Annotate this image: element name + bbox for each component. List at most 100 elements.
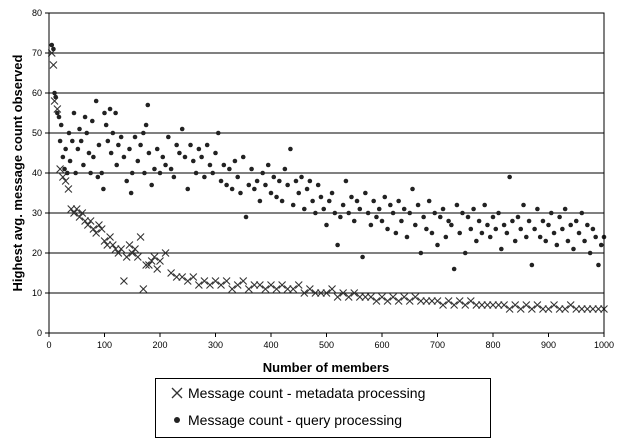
x-tick-label: 1000 xyxy=(594,340,614,350)
x-marker-point xyxy=(250,281,259,289)
dot-marker-point xyxy=(199,154,204,160)
dot-marker-point xyxy=(246,182,252,188)
dot-marker-point xyxy=(565,238,571,244)
x-marker-point xyxy=(72,205,81,213)
dot-marker-point xyxy=(238,190,243,196)
dot-marker-point xyxy=(457,230,463,236)
dot-marker-point xyxy=(476,218,482,224)
x-marker-point xyxy=(522,301,531,309)
x-marker-point xyxy=(367,293,375,301)
dot-marker-point xyxy=(410,186,415,192)
dot-marker-point xyxy=(357,206,363,212)
x-marker-point xyxy=(239,277,248,285)
dot-marker-point xyxy=(254,178,260,184)
dot-marker-point xyxy=(56,114,62,120)
x-marker-point xyxy=(344,293,353,301)
x-marker-point xyxy=(117,245,126,253)
dot-marker-point xyxy=(52,90,57,96)
x-marker-point xyxy=(244,285,253,293)
dot-marker-point xyxy=(82,114,88,120)
dot-marker-point xyxy=(101,186,106,192)
x-marker-point xyxy=(56,165,64,173)
x-tick-label: 500 xyxy=(319,340,334,350)
x-marker-point xyxy=(217,281,225,289)
dot-marker-point xyxy=(515,214,521,220)
dot-marker-point xyxy=(540,218,546,224)
series-metadata-processing xyxy=(47,49,608,313)
dot-marker-point xyxy=(78,138,84,144)
x-marker-point xyxy=(577,305,586,313)
x-marker-point xyxy=(145,261,153,269)
dot-marker-point xyxy=(548,210,554,216)
x-marker-point xyxy=(106,233,114,241)
dot-marker-point xyxy=(415,202,421,208)
dot-marker-point xyxy=(185,186,191,192)
x-tick-label: 400 xyxy=(263,340,278,350)
y-tick-label: 60 xyxy=(32,88,42,98)
x-marker-point xyxy=(355,293,364,301)
x-marker-point xyxy=(156,257,164,265)
x-marker-point xyxy=(300,289,309,297)
x-marker-point xyxy=(533,301,542,309)
dot-marker-point xyxy=(346,210,352,216)
dot-marker-point xyxy=(160,154,166,160)
dot-marker-point xyxy=(487,234,493,240)
x-axis-title: Number of members xyxy=(263,360,389,375)
dot-marker-point xyxy=(89,118,95,124)
dot-marker-point xyxy=(221,162,227,168)
dot-marker-point xyxy=(157,170,163,176)
x-marker-point xyxy=(108,241,117,249)
dot-marker-point xyxy=(302,206,307,212)
x-marker-point xyxy=(153,265,162,273)
dot-marker-point xyxy=(518,226,524,232)
dot-marker-point xyxy=(365,210,371,216)
x-marker-point xyxy=(81,217,89,225)
x-marker-point xyxy=(466,297,475,305)
y-tick-label: 40 xyxy=(32,168,42,178)
dot-marker-point xyxy=(435,242,440,248)
dot-marker-point xyxy=(543,238,549,244)
dot-marker-point xyxy=(454,202,460,208)
dot-marker-point xyxy=(437,214,443,220)
dot-marker-point xyxy=(263,182,268,188)
dot-marker-point xyxy=(590,226,596,232)
legend-item-query: Message count - query processing xyxy=(170,412,402,428)
x-marker-point xyxy=(86,217,95,225)
dot-marker-point xyxy=(229,186,235,192)
x-marker-point xyxy=(92,229,101,237)
x-marker-point xyxy=(142,261,151,269)
dot-marker-point xyxy=(49,42,55,48)
x-marker-point xyxy=(350,289,359,297)
dot-marker-point xyxy=(354,198,360,204)
dot-marker-point xyxy=(188,142,193,148)
x-marker-point xyxy=(494,301,503,309)
dot-marker-point xyxy=(58,122,64,128)
x-marker-point xyxy=(422,297,431,305)
dot-marker-point xyxy=(388,202,393,208)
dot-marker-point xyxy=(512,238,518,244)
dot-marker-point xyxy=(426,198,432,204)
dot-marker-point xyxy=(268,190,274,196)
x-marker-point xyxy=(49,61,58,69)
dot-marker-point xyxy=(86,150,92,156)
x-marker-point xyxy=(122,253,131,261)
dot-marker-point xyxy=(332,210,338,216)
legend: Message count - metadata processing Mess… xyxy=(155,378,491,438)
x-marker-point xyxy=(103,241,112,249)
dot-marker-point xyxy=(460,210,465,216)
dot-marker-point xyxy=(446,218,451,224)
x-marker-point xyxy=(256,281,264,289)
dot-marker-point xyxy=(166,134,171,140)
dot-marker-point xyxy=(91,154,96,160)
dot-marker-point xyxy=(557,214,562,220)
legend-item-metadata: Message count - metadata processing xyxy=(170,385,425,401)
dot-marker-point xyxy=(449,222,454,228)
dot-marker-point xyxy=(182,154,188,160)
dot-marker-point xyxy=(546,222,551,228)
dot-marker-point xyxy=(138,142,143,148)
x-marker-point xyxy=(572,305,581,313)
x-tick-label: 100 xyxy=(97,340,112,350)
dot-marker-point xyxy=(424,226,429,232)
dot-marker-point xyxy=(53,94,58,100)
dot-marker-point xyxy=(75,146,81,152)
